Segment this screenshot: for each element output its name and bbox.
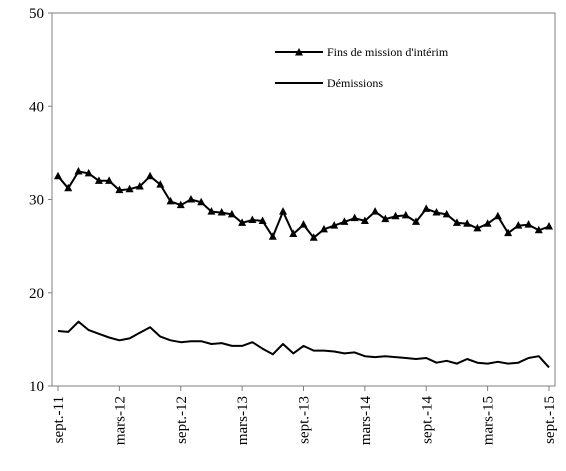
data-point (258, 216, 267, 224)
data-point (207, 207, 216, 215)
data-point (94, 176, 103, 184)
data-point (309, 233, 318, 241)
data-point (463, 219, 472, 227)
data-point (64, 183, 73, 192)
data-point (105, 176, 114, 184)
x-tick-label: sept.-11 (51, 396, 67, 443)
data-point (115, 185, 124, 194)
data-point (452, 218, 461, 226)
data-point (166, 196, 175, 205)
data-point (401, 210, 410, 219)
data-point (360, 216, 369, 224)
data-point (422, 204, 431, 212)
x-tick-label: mars-13 (235, 396, 251, 445)
data-point (279, 207, 288, 215)
data-point (54, 171, 62, 180)
data-point (340, 217, 349, 225)
data-point (524, 220, 533, 228)
data-point (238, 218, 247, 226)
data-point (176, 200, 185, 209)
data-point (371, 207, 380, 215)
y-tick-label: 40 (29, 99, 44, 115)
x-tick-label: sept.-12 (174, 396, 190, 444)
data-point (504, 228, 513, 237)
data-point (473, 223, 482, 232)
y-tick-label: 30 (29, 193, 44, 209)
data-point (514, 221, 523, 229)
legend-marker-fins (295, 48, 303, 56)
series-layer (54, 167, 553, 369)
data-point (381, 214, 390, 223)
data-point (135, 181, 144, 190)
data-point (197, 197, 206, 206)
data-point (412, 217, 421, 225)
data-point (534, 225, 543, 234)
data-point (146, 171, 155, 180)
legend-label-fins: Fins de mission d'intérim (327, 45, 449, 59)
data-point (289, 229, 298, 238)
y-tick-label: 50 (29, 6, 44, 22)
data-point (186, 195, 195, 203)
data-point (84, 168, 93, 177)
y-axis: 10 20 30 40 50 (29, 6, 52, 395)
data-point (217, 208, 226, 216)
data-point (125, 184, 134, 193)
legend: Fins de mission d'intérim Démissions (275, 45, 449, 90)
x-axis: sept.-11 mars-12 sept.-12 mars-13 sept.-13 ma… (51, 386, 558, 445)
x-tick-label: mars-12 (112, 396, 128, 445)
data-point (248, 215, 257, 224)
data-point (156, 180, 165, 188)
y-tick-label: 20 (29, 286, 44, 302)
data-point (391, 211, 400, 220)
x-tick-label: sept.-13 (297, 396, 313, 444)
data-point (442, 209, 451, 218)
data-point (268, 232, 277, 240)
data-point (319, 224, 328, 233)
x-tick-label: sept.-15 (542, 396, 558, 444)
data-point (350, 213, 359, 222)
data-point (299, 220, 308, 228)
x-tick-label: mars-14 (358, 396, 374, 446)
data-point (227, 209, 236, 218)
y-tick-label: 10 (29, 379, 44, 395)
data-point (493, 211, 502, 220)
data-point (330, 221, 339, 229)
data-point (74, 167, 83, 175)
series-line-1 (57, 320, 550, 369)
data-point (545, 222, 553, 230)
data-point (483, 219, 492, 227)
x-tick-label: sept.-14 (419, 396, 435, 444)
legend-label-demissions: Démissions (327, 76, 383, 90)
plot-area-frame (51, 12, 556, 387)
data-point (432, 208, 441, 216)
x-tick-label: mars-15 (481, 396, 497, 445)
